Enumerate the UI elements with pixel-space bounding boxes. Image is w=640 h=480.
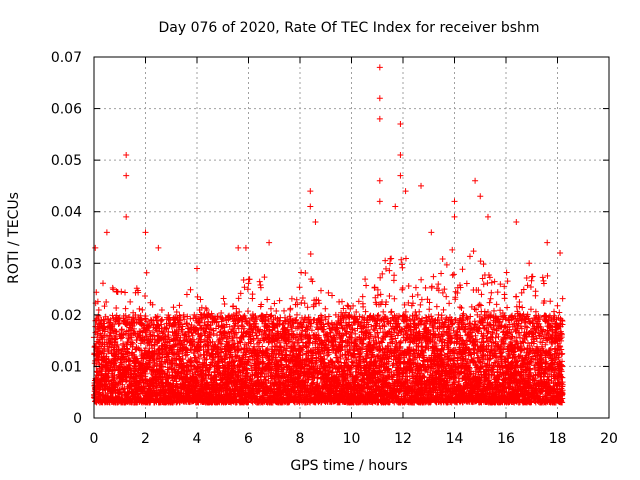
- data-point: [95, 307, 102, 314]
- data-point: [105, 355, 112, 362]
- chart-title: Day 076 of 2020, Rate Of TEC Index for r…: [158, 20, 539, 36]
- data-point: [141, 292, 148, 299]
- data-point: [158, 307, 165, 314]
- data-point: [95, 326, 102, 333]
- data-point: [288, 295, 295, 302]
- data-point: [101, 345, 108, 352]
- data-point: [325, 289, 332, 296]
- data-point: [100, 280, 107, 287]
- data-point: [113, 305, 120, 312]
- data-point: [256, 278, 263, 285]
- data-point: [113, 328, 120, 335]
- data-point: [110, 286, 117, 293]
- data-point: [301, 300, 308, 307]
- data-point: [240, 276, 247, 283]
- data-point: [143, 269, 150, 276]
- data-point: [329, 292, 336, 299]
- data-point: [127, 298, 134, 305]
- data-point: [287, 305, 294, 312]
- data-point: [261, 274, 268, 281]
- data-point: [293, 296, 300, 303]
- data-point: [246, 276, 253, 283]
- data-point: [136, 305, 143, 312]
- data-point: [267, 305, 274, 312]
- data-point: [220, 295, 227, 302]
- data-point: [302, 269, 309, 276]
- data-point: [316, 300, 323, 307]
- data-point: [118, 288, 125, 295]
- data-point: [281, 307, 288, 314]
- data-points: [90, 64, 566, 406]
- data-point: [101, 303, 108, 310]
- data-point: [322, 305, 329, 312]
- data-point: [173, 309, 180, 316]
- data-point: [101, 332, 108, 339]
- data-point: [115, 321, 122, 328]
- data-point: [101, 320, 108, 327]
- data-point: [104, 375, 111, 382]
- data-point: [221, 300, 228, 307]
- data-point: [249, 291, 256, 298]
- data-point: [103, 299, 110, 306]
- data-point: [307, 250, 314, 257]
- data-point: [116, 320, 123, 327]
- data-point: [296, 284, 303, 291]
- data-point: [94, 331, 101, 338]
- data-point: [114, 341, 121, 348]
- data-point: [299, 295, 306, 302]
- data-point: [264, 296, 271, 303]
- data-point: [112, 351, 119, 358]
- data-point: [304, 304, 311, 311]
- data-point: [170, 304, 177, 311]
- data-point: [273, 307, 280, 314]
- data-point: [271, 300, 278, 307]
- data-point: [244, 308, 251, 315]
- data-point: [122, 289, 129, 296]
- data-point: [122, 305, 129, 312]
- data-point: [98, 343, 105, 350]
- data-point: [139, 306, 146, 313]
- data-point: [276, 297, 283, 304]
- data-point: [338, 298, 345, 305]
- data-point: [183, 291, 190, 298]
- data-point: [210, 330, 217, 337]
- data-point: [176, 302, 183, 309]
- data-point: [317, 287, 324, 294]
- data-point: [294, 311, 301, 318]
- data-point: [187, 286, 194, 293]
- data-point: [282, 314, 289, 321]
- data-point: [344, 302, 351, 309]
- data-point: [94, 298, 101, 305]
- data-point: [98, 361, 105, 368]
- data-point: [105, 347, 112, 354]
